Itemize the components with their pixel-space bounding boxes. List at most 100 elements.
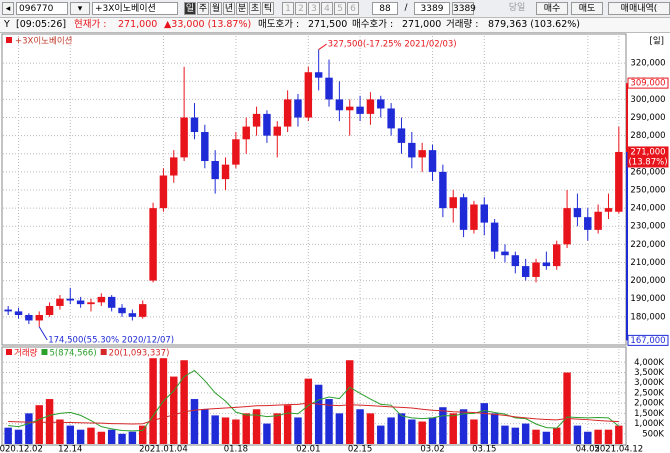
volume-bar (501, 425, 509, 444)
volume-bar (138, 425, 147, 444)
y-tick-label: 1,500K (634, 409, 664, 419)
flag: Y (4, 19, 10, 30)
volume-label: 거래량 : (446, 19, 479, 30)
change: ▲33,000 (13.87%) (164, 19, 252, 30)
candle-body (345, 106, 354, 111)
volume-bar (377, 425, 385, 444)
legend-label: 거래량 (14, 348, 38, 359)
period-button[interactable]: 틱 (262, 2, 274, 15)
count-input[interactable]: 88 (372, 2, 398, 15)
y-tick-label: 500K (642, 429, 664, 439)
sell-button[interactable]: 매도 (571, 2, 603, 15)
volume-bar (408, 419, 416, 444)
candle-body (314, 72, 323, 78)
volume-bar (273, 413, 282, 444)
price-label: 현재가 : (74, 19, 107, 30)
volume-bar (397, 413, 406, 444)
x-tick-label: 02.01 (296, 445, 320, 453)
candle-body (76, 300, 85, 305)
price-label-box (627, 334, 669, 346)
candle-body (470, 204, 478, 230)
candle-body (252, 113, 261, 127)
candle-body (211, 161, 219, 180)
menu-button[interactable]: ◂ (2, 2, 14, 15)
moving-average (8, 369, 620, 432)
candle-body (304, 72, 313, 118)
volume-bar (76, 429, 85, 444)
number-button[interactable]: 1 (282, 2, 294, 15)
candle-body (366, 99, 375, 114)
code-input[interactable]: 096770 (16, 2, 68, 15)
y-tick-label: 230,000 (630, 222, 665, 232)
buy-button[interactable]: 매수 (536, 2, 568, 15)
candle-body (335, 99, 344, 111)
y-tick-label: 3,000K (634, 378, 664, 388)
y-tick-label: 1,000K (634, 419, 664, 429)
ask-label: 매도호가 : (258, 19, 300, 30)
today-checkbox[interactable]: 당일 (508, 3, 526, 13)
volume-bar (314, 384, 323, 444)
period-button[interactable]: 년 (223, 2, 235, 15)
volume-bar (480, 403, 489, 444)
volume-bar (542, 431, 551, 444)
y-tick-label: 250,000 (630, 186, 665, 196)
period-button[interactable]: 일 (184, 2, 196, 15)
volume-bar (604, 429, 613, 444)
period-button[interactable]: 분 (236, 2, 248, 15)
volume-bar (87, 427, 95, 444)
candle-body (159, 175, 168, 209)
volume-bar (449, 413, 457, 444)
x-tick-label: 04.05 (576, 445, 600, 453)
candle-body (584, 217, 592, 230)
number-button[interactable]: 4 (321, 2, 333, 15)
legend-swatch (41, 349, 48, 355)
volume-bar (439, 407, 447, 444)
volume-bar (190, 399, 199, 444)
candle-body (418, 150, 426, 158)
legend-label: 20(1,093,337) (109, 349, 170, 359)
candle-body (97, 296, 106, 303)
candle-body (356, 106, 364, 114)
candle-body (232, 139, 240, 165)
name-box[interactable]: +3X이노베이션 (92, 2, 178, 15)
volume-bar (4, 427, 12, 444)
number-button[interactable]: 3 (308, 2, 320, 15)
candle-body (56, 298, 64, 306)
candle-body (118, 307, 126, 314)
volume-bar (25, 413, 33, 444)
volume-bar (521, 423, 530, 444)
volume-bar (573, 425, 582, 444)
number-button[interactable]: 5 (334, 2, 346, 15)
y-tick-label: 290,000 (630, 113, 665, 123)
volume-bar (345, 360, 354, 444)
volume-bar (584, 431, 592, 444)
candle-body (387, 108, 395, 129)
candle-body (170, 157, 178, 176)
y-tick-label: 2,500K (634, 388, 664, 398)
high-label: 327,500(-17.25% 2021/02/03) (328, 40, 457, 50)
bid-label: 매수호가 : (352, 19, 394, 30)
price-pane (1, 33, 627, 346)
volume-bar (283, 405, 292, 444)
period-label: [일] (650, 37, 664, 47)
search-button[interactable]: ▾ (70, 2, 90, 15)
period-button[interactable]: 월 (210, 2, 222, 15)
candle-body (25, 315, 33, 321)
price: 271,000 (118, 19, 158, 30)
volume-bar (170, 376, 178, 444)
number-button[interactable]: 2 (295, 2, 307, 15)
candle-body (325, 77, 333, 100)
period-button[interactable]: 초 (249, 2, 261, 15)
candle-body (35, 315, 43, 321)
candle-body (107, 296, 116, 308)
x-tick-label: 02.15 (348, 445, 372, 453)
candle-body (138, 304, 147, 317)
period-button[interactable]: 주 (197, 2, 209, 15)
y-tick-label: 260,000 (630, 167, 665, 177)
volume-bar (66, 425, 75, 444)
price-label-box (627, 146, 669, 168)
number-button[interactable]: 6 (347, 2, 359, 15)
volume-bar (252, 409, 261, 444)
ask: 271,500 (308, 19, 348, 30)
y-tick-label: 190,000 (630, 294, 665, 304)
